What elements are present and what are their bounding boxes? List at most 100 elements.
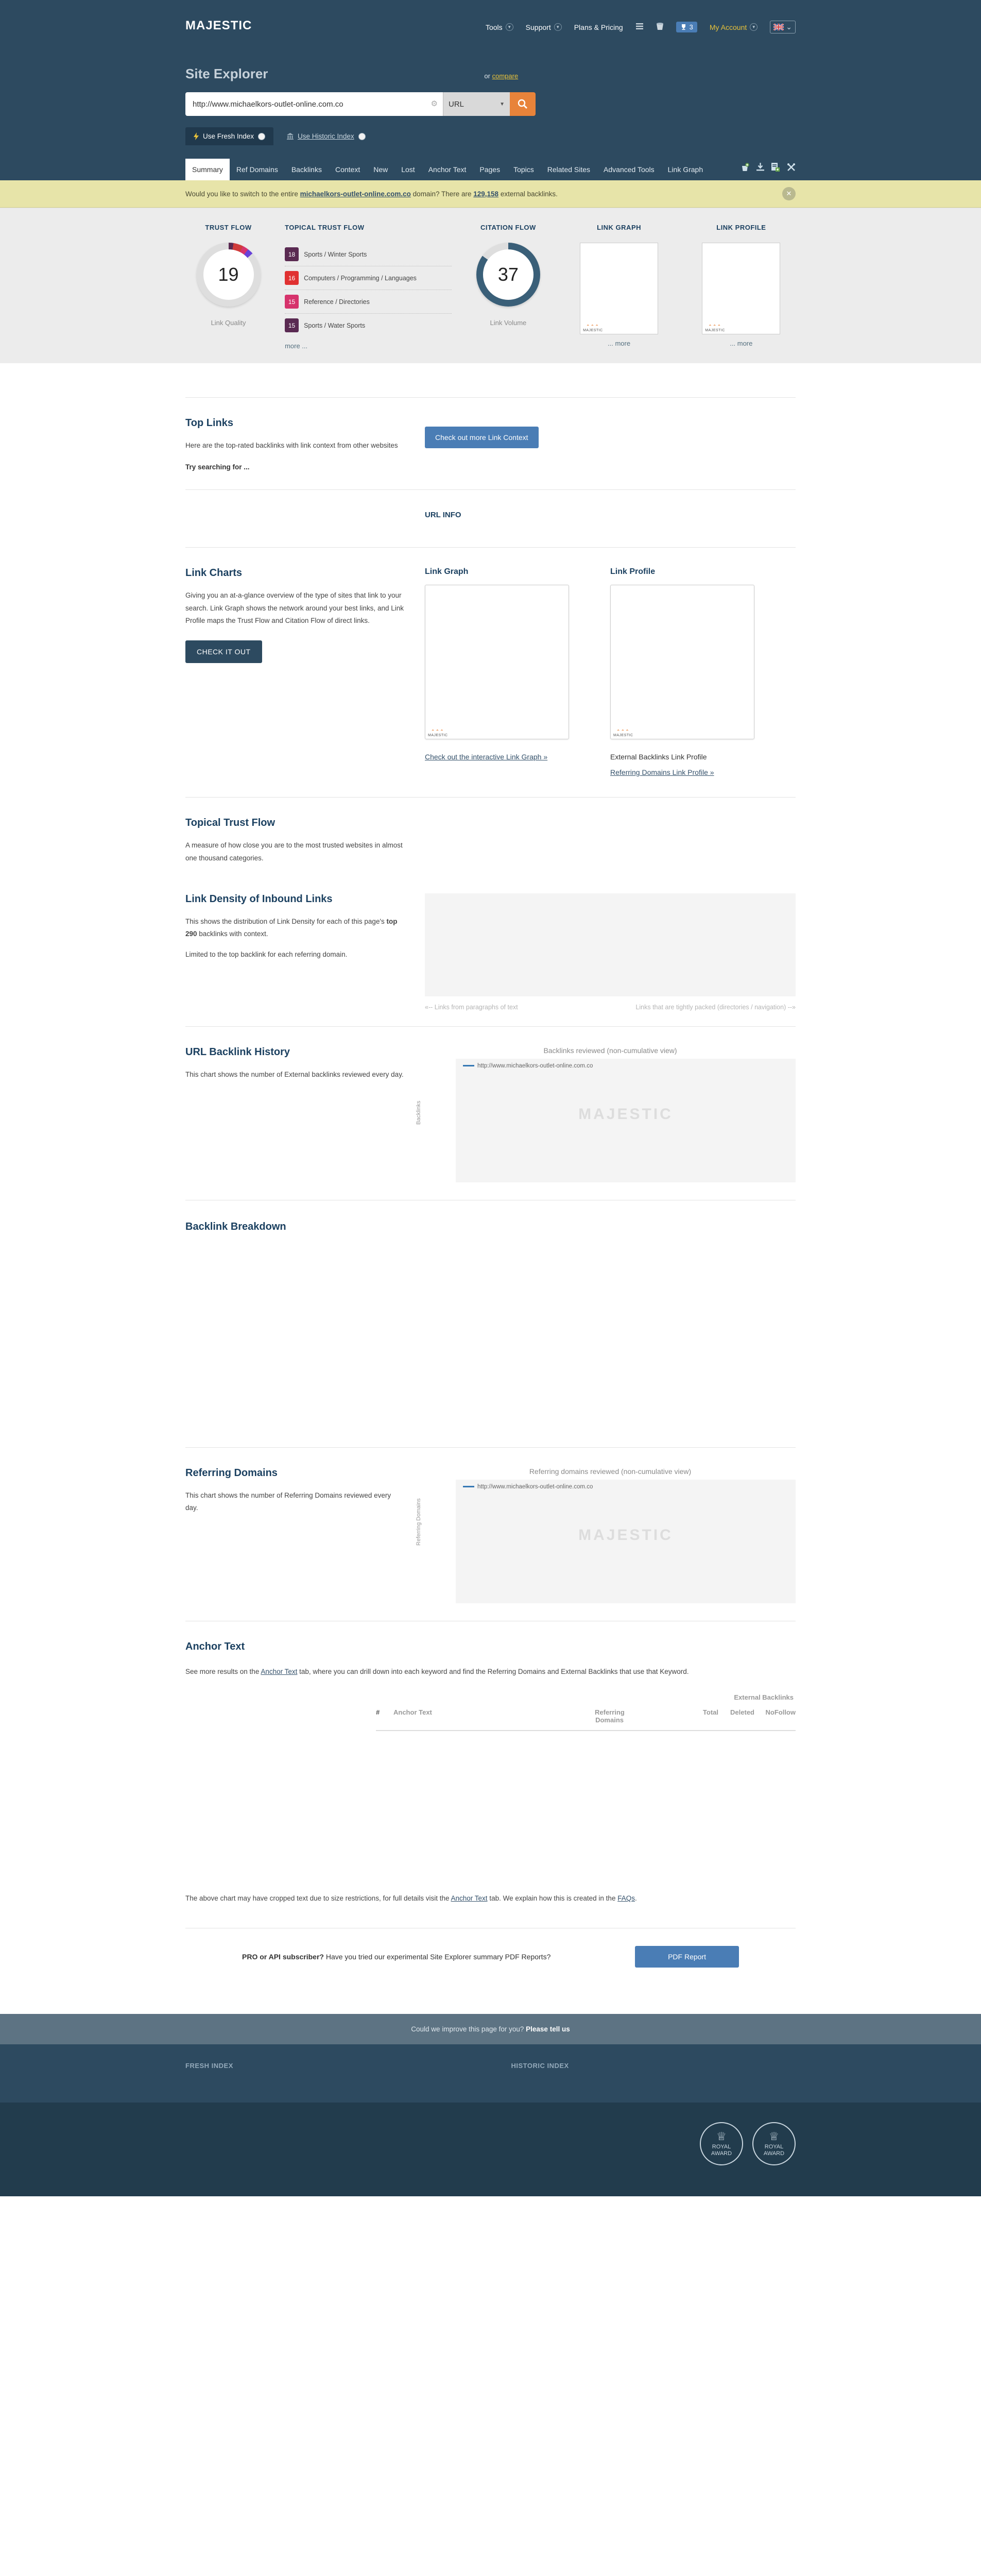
trust-flow-title: TRUST FLOW [205, 224, 252, 231]
majestic-logo[interactable]: MAJESTIC [185, 3, 252, 33]
tab-anchor-text[interactable]: Anchor Text [428, 165, 467, 174]
more-link-context-button[interactable]: Check out more Link Context [425, 427, 539, 448]
topic-score-badge: 16 [285, 271, 299, 285]
link-profile-thumbnail[interactable]: ⌃⌃⌃ MAJESTIC [702, 243, 781, 334]
tab-related-sites[interactable]: Related Sites [547, 165, 591, 174]
nav-support[interactable]: Support ▼ [526, 23, 562, 31]
link-charts-title: Link Charts [185, 567, 243, 579]
pdf-report-row: PRO or API subscriber? Have you tried ou… [185, 1928, 796, 1990]
density-desc-2: Limited to the top backlink for each ref… [185, 951, 348, 959]
close-icon[interactable]: ✕ [782, 187, 796, 200]
historic-index-toggle[interactable]: Use Historic Index [287, 132, 366, 140]
tab-ref-domains[interactable]: Ref Domains [236, 165, 278, 174]
density-caption-right: Links that are tightly packed (directori… [635, 1003, 796, 1011]
interactive-link-graph-link[interactable]: Check out the interactive Link Graph » [425, 753, 548, 761]
topical-title: TOPICAL TRUST FLOW [285, 224, 365, 231]
link-graph-chart[interactable]: ⌃⌃⌃ MAJESTIC [425, 585, 569, 740]
tools-icon[interactable] [787, 163, 796, 174]
topical-trust-flow-panel: TOPICAL TRUST FLOW 18 Sports / Winter Spo… [285, 224, 452, 351]
history-legend: http://www.michaelkors-outlet-online.com… [477, 1062, 593, 1069]
tab-bar: Summary Ref Domains Backlinks Context New Los… [185, 159, 710, 180]
referring-domains-profile-link[interactable]: Referring Domains Link Profile » [610, 768, 714, 777]
topic-name: Sports / Winter Sports [304, 250, 367, 258]
feedback-text: Could we improve this page for you? Plea… [411, 2025, 570, 2033]
compare-link[interactable]: compare [492, 72, 519, 80]
fresh-index-title: FRESH INDEX [185, 2061, 233, 2070]
referring-domains-section: Referring Domains This chart shows the n… [185, 1448, 796, 1621]
density-title: Link Density of Inbound Links [185, 893, 333, 905]
link-graph-thumbnail[interactable]: ⌃⌃⌃ MAJESTIC [580, 243, 659, 334]
ttf-section-title: Topical Trust Flow [185, 817, 276, 829]
link-profile-chart[interactable]: ⌃⌃⌃ MAJESTIC [610, 585, 754, 740]
bucket-icon[interactable] [656, 22, 664, 32]
pdf-report-button[interactable]: PDF Report [635, 1945, 739, 1968]
search-type-select[interactable]: URL ▼ [443, 92, 510, 116]
refdom-chart: http://www.michaelkors-outlet-online.com… [456, 1479, 796, 1603]
url-info-title: URL INFO [425, 511, 461, 520]
anchor-group-header: External Backlinks [734, 1693, 794, 1701]
fresh-index-toggle[interactable]: Use Fresh Index [185, 127, 274, 145]
chevron-down-icon: ⌄ [786, 23, 792, 31]
check-it-out-button[interactable]: CHECK IT OUT [185, 640, 262, 664]
topical-more-link[interactable]: more ... [285, 342, 308, 350]
brand-name: MAJESTIC [185, 19, 252, 32]
download-icon[interactable] [756, 163, 764, 174]
anchor-note-link1[interactable]: Anchor Text [451, 1894, 488, 1902]
tab-link-graph[interactable]: Link Graph [667, 165, 703, 174]
notice-count-link[interactable]: 129,158 [473, 190, 499, 198]
historic-index-stats: HISTORIC INDEX [511, 2062, 796, 2082]
refdom-y-label: Referring Domains [416, 1498, 422, 1546]
anchor-text-table: External Backlinks # Anchor Text Referri… [376, 1693, 796, 1874]
history-desc: This chart shows the number of External … [185, 1070, 404, 1078]
tab-topics[interactable]: Topics [513, 165, 534, 174]
tab-summary[interactable]: Summary [185, 159, 230, 180]
link-profile-column: Link Profile ⌃⌃⌃ MAJESTIC External Backli… [610, 567, 796, 777]
nav-my-account[interactable]: My Account ▼ [710, 23, 758, 31]
refdom-chart-title: Referring domains reviewed (non-cumulati… [529, 1467, 692, 1476]
topic-score-badge: 18 [285, 247, 299, 261]
search-button[interactable] [510, 92, 536, 116]
anchor-tab-link[interactable]: Anchor Text [261, 1667, 298, 1675]
list-icon[interactable] [635, 22, 644, 32]
queens-award-badge: ♕ ROYAL AWARD [700, 2122, 743, 2165]
tell-us-link[interactable]: Please tell us [526, 2025, 570, 2033]
tab-advanced-tools[interactable]: Advanced Tools [604, 165, 655, 174]
tab-backlinks[interactable]: Backlinks [291, 165, 322, 174]
historic-index-title: HISTORIC INDEX [511, 2061, 569, 2070]
topical-item: 18 Sports / Winter Sports [285, 243, 452, 266]
citation-flow-title: CITATION FLOW [480, 224, 536, 231]
nav-tools[interactable]: Tools ▼ [486, 23, 513, 31]
history-chart: http://www.michaelkors-outlet-online.com… [456, 1058, 796, 1182]
trophy-counter[interactable]: 3 [676, 22, 697, 32]
flow-metrics-band: TRUST FLOW 19 Link Quality TOPICAL TRUST… [0, 208, 981, 363]
anchor-text-donut [196, 1724, 345, 1874]
gear-icon[interactable]: ⚙ [431, 99, 438, 108]
link-profile-more-link[interactable]: ... more [730, 340, 753, 347]
top-links-section: Top Links Here are the top-rated backlin… [185, 398, 796, 489]
tab-lost[interactable]: Lost [401, 165, 415, 174]
url-info-section: URL INFO [185, 490, 796, 547]
tab-new[interactable]: New [373, 165, 388, 174]
notice-domain-link[interactable]: michaelkors-outlet-online.com.co [300, 190, 411, 198]
link-graph-column: Link Graph ⌃⌃⌃ MAJESTIC Check out the int… [425, 567, 610, 777]
link-types-donut [216, 1298, 335, 1416]
lock-icon [258, 132, 266, 140]
add-to-bucket-icon[interactable] [741, 163, 749, 174]
language-selector[interactable]: ⌄ [770, 21, 796, 33]
report-icon[interactable] [771, 163, 780, 174]
bank-icon [287, 133, 294, 140]
tab-pages[interactable]: Pages [479, 165, 501, 174]
link-profile-heading: Link Profile [610, 567, 656, 577]
fresh-index-stats: FRESH INDEX [185, 2062, 470, 2082]
tab-context[interactable]: Context [335, 165, 360, 174]
lightning-icon [194, 132, 199, 140]
history-chart-title: Backlinks reviewed (non-cumulative view) [543, 1046, 677, 1055]
nav-plans-pricing[interactable]: Plans & Pricing [574, 23, 623, 31]
link-graph-more-link[interactable]: ... more [608, 340, 631, 347]
link-profile-title: LINK PROFILE [716, 224, 766, 231]
majestic-watermark: MAJESTIC [578, 1105, 673, 1123]
citation-flow-caption: Link Volume [490, 319, 527, 327]
link-charts-section: Link Charts Giving you an at-a-glance ov… [185, 548, 796, 797]
search-input[interactable] [185, 92, 443, 116]
anchor-note-link2[interactable]: FAQs [617, 1894, 635, 1902]
